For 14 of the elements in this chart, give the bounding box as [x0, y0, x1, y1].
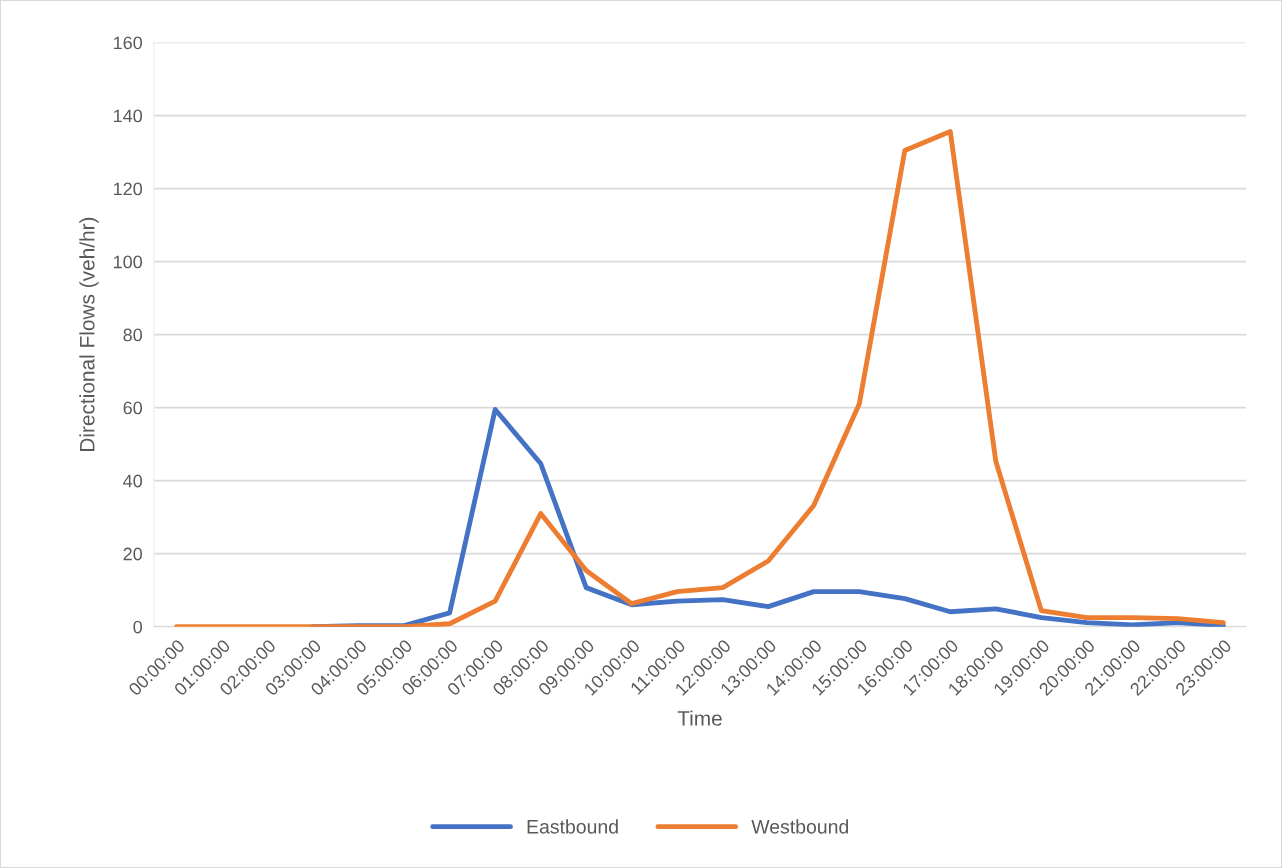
- y-axis-title: Directional Flows (veh/hr): [79, 217, 99, 451]
- x-axis-title: Time: [677, 710, 722, 726]
- y-tick-label: 60: [123, 401, 143, 415]
- y-tick-label: 140: [113, 109, 143, 123]
- legend-label: Westbound: [751, 819, 849, 834]
- line-series: [174, 129, 1226, 627]
- legend-label: Eastbound: [527, 819, 618, 834]
- y-tick-label: 120: [113, 182, 143, 196]
- y-tick-label: 0: [133, 620, 143, 634]
- y-tick-label: 80: [123, 328, 143, 342]
- y-tick-label: 100: [113, 255, 143, 269]
- y-tick-label: 160: [113, 36, 143, 50]
- y-tick-label: 40: [123, 474, 143, 488]
- y-tick-label: 20: [123, 547, 143, 561]
